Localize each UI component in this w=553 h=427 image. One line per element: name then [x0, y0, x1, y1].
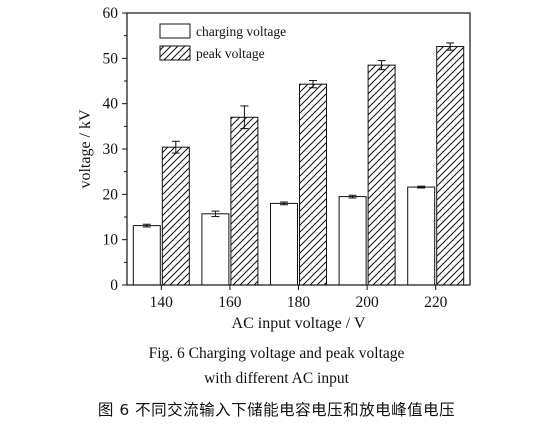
errorbar-charging-200 [348, 194, 357, 199]
bar-charging-160 [201, 213, 230, 286]
x-tick-label-180: 180 [287, 294, 311, 311]
errorbar-peak-220 [446, 42, 455, 51]
figure-caption-cn: 图 6 不同交流输入下储能电容电压和放电峰值电压 [97, 401, 456, 419]
y-tick-label-50: 50 [103, 50, 119, 67]
y-tick-label-30: 30 [103, 141, 119, 158]
bar-charging-220 [407, 186, 436, 286]
legend-swatch-charging [159, 23, 191, 39]
errorbar-charging-180 [280, 201, 288, 206]
errorbar-peak-160 [240, 105, 249, 130]
x-tick-label-140: 140 [150, 294, 174, 311]
bar-peak-160 [230, 116, 259, 286]
legend-label-peak: peak voltage [196, 46, 265, 61]
legend: charging voltage peak voltage [159, 23, 286, 61]
figure-caption-en-line1: Fig. 6 Charging voltage and peak voltage [148, 345, 405, 362]
y-tick-label-40: 40 [103, 96, 119, 113]
errorbar-charging-160 [211, 210, 220, 218]
y-axis-label: voltage / kV [77, 109, 94, 189]
x-axis-label: AC input voltage / V [232, 315, 366, 332]
x-tick-label-200: 200 [355, 294, 379, 311]
bar-chart: 140 160 180 200 220 0 10 20 30 40 50 60 AC input vol… [77, 5, 471, 332]
bar-charging-180 [270, 202, 298, 286]
legend-swatch-peak [159, 45, 191, 61]
x-tick-label-160: 160 [218, 294, 242, 311]
y-tick-label-20: 20 [103, 186, 119, 203]
bar-peak-220 [436, 46, 465, 286]
bar-peak-180 [299, 83, 327, 286]
errorbar-peak-140 [171, 140, 180, 154]
y-tick-label-10: 10 [103, 232, 119, 249]
y-tick-label-60: 60 [103, 5, 119, 22]
errorbar-peak-180 [309, 80, 317, 89]
errorbar-peak-200 [377, 60, 386, 71]
figure-caption-en-line2: with different AC input [204, 370, 349, 387]
bar-charging-200 [338, 196, 367, 286]
errorbar-charging-140 [142, 223, 151, 228]
bar-peak-140 [161, 146, 190, 286]
plot-area: 140 160 180 200 220 0 10 20 30 40 50 60 AC input vol… [77, 5, 471, 332]
x-tick-label-220: 220 [424, 294, 448, 311]
legend-label-charging: charging voltage [196, 24, 286, 39]
bar-peak-200 [367, 64, 396, 286]
bar-charging-140 [132, 225, 161, 286]
errorbar-charging-220 [417, 185, 426, 189]
y-tick-label-0: 0 [110, 277, 118, 294]
